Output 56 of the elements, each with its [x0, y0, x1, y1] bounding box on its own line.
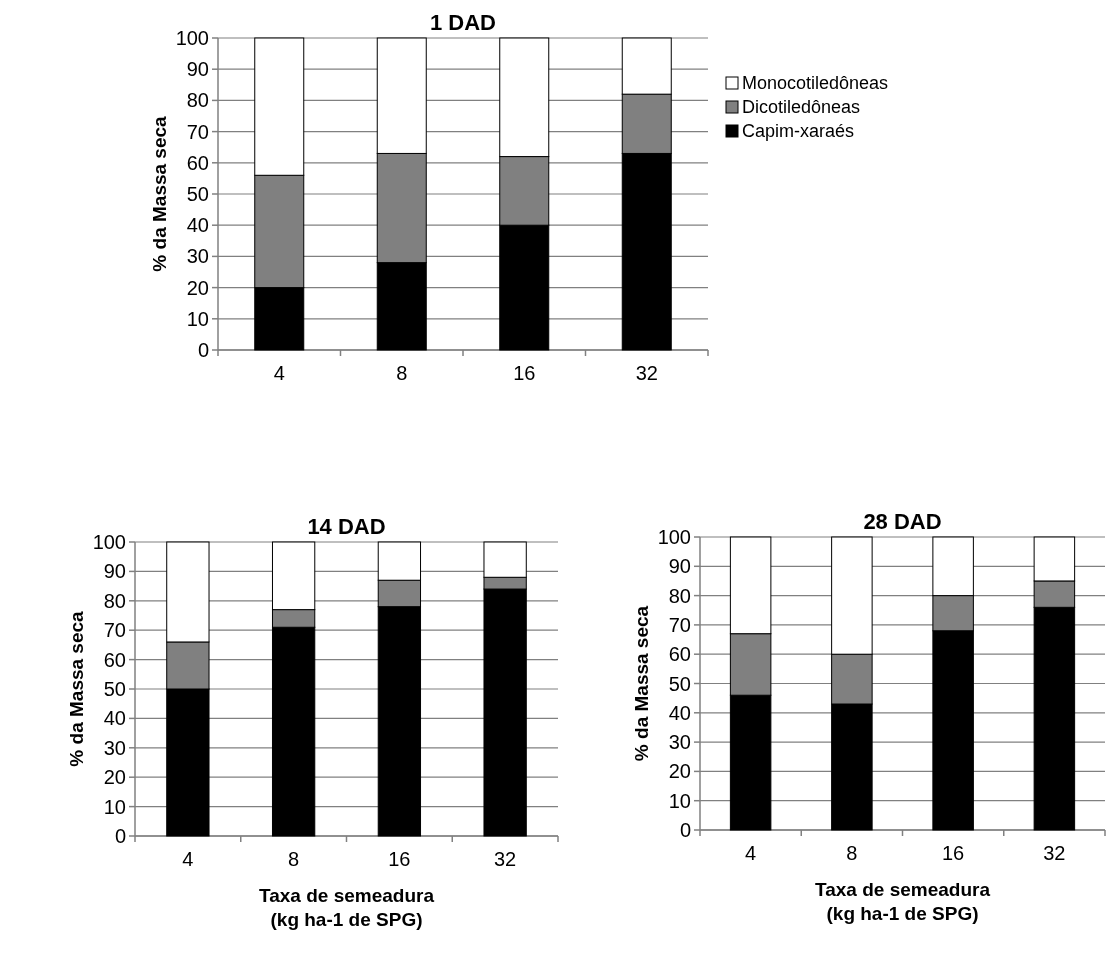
y-tick-label: 90: [668, 555, 691, 578]
y-tick-label: 100: [92, 531, 126, 553]
y-tick-label: 0: [679, 819, 691, 841]
y-tick-label: 70: [186, 120, 209, 143]
x-tick-label: 32: [494, 848, 517, 870]
y-tick-label: 60: [103, 648, 126, 671]
x-tick-label: 32: [635, 362, 658, 384]
y-tick-label: 10: [186, 307, 209, 330]
y-axis-title: % da Massa seca: [66, 610, 87, 767]
y-tick-label: 70: [103, 619, 126, 642]
chart-title: 28 DAD: [863, 509, 942, 534]
y-tick-label: 50: [103, 678, 126, 700]
y-tick-label: 80: [186, 89, 209, 112]
chart-title: 1 DAD: [429, 10, 497, 35]
y-tick-label: 60: [186, 151, 209, 174]
x-tick-label: 16: [388, 848, 411, 870]
y-tick-label: 40: [103, 707, 126, 730]
y-tick-label: 100: [175, 27, 209, 49]
y-tick-label: 40: [186, 214, 209, 237]
y-tick-label: 20: [668, 760, 691, 783]
y-tick-label: 20: [103, 766, 126, 789]
y-tick-label: 10: [103, 795, 126, 818]
y-tick-label: 80: [668, 584, 691, 607]
y-tick-label: 0: [114, 825, 126, 847]
y-tick-label: 80: [103, 589, 126, 612]
chart-title: 14 DAD: [307, 514, 386, 539]
y-tick-label: 90: [103, 560, 126, 583]
x-tick-label: 8: [846, 842, 858, 864]
y-tick-label: 40: [668, 701, 691, 724]
x-tick-label: 16: [942, 842, 965, 864]
y-tick-label: 0: [197, 339, 209, 361]
legend-label: Monocotiledôneas: [742, 73, 889, 94]
y-tick-label: 60: [668, 643, 691, 666]
y-axis-title: % da Massa seca: [149, 115, 170, 272]
x-tick-label: 4: [273, 362, 285, 384]
y-tick-label: 100: [657, 526, 691, 548]
y-tick-label: 90: [186, 58, 209, 81]
y-tick-label: 30: [668, 731, 691, 754]
y-tick-label: 20: [186, 276, 209, 299]
y-tick-label: 10: [668, 789, 691, 812]
x-axis-title: Taxa de semeadura (kg ha-1 de SPG): [259, 885, 435, 930]
y-tick-label: 50: [186, 183, 209, 205]
x-tick-label: 8: [396, 362, 408, 384]
y-tick-label: 70: [668, 613, 691, 636]
x-tick-label: 32: [1043, 842, 1066, 864]
legend-label: Dicotiledôneas: [742, 97, 861, 118]
x-tick-label: 4: [745, 842, 757, 864]
y-axis-title: % da Massa seca: [631, 605, 652, 762]
x-tick-label: 16: [513, 362, 536, 384]
x-tick-label: 8: [288, 848, 300, 870]
y-tick-label: 30: [186, 245, 209, 268]
y-tick-label: 30: [103, 736, 126, 759]
x-axis-title: Taxa de semeadura (kg ha-1 de SPG): [815, 879, 991, 924]
x-tick-label: 4: [182, 848, 194, 870]
legend-label: Capim-xaraés: [742, 121, 855, 142]
y-tick-label: 50: [668, 672, 691, 695]
